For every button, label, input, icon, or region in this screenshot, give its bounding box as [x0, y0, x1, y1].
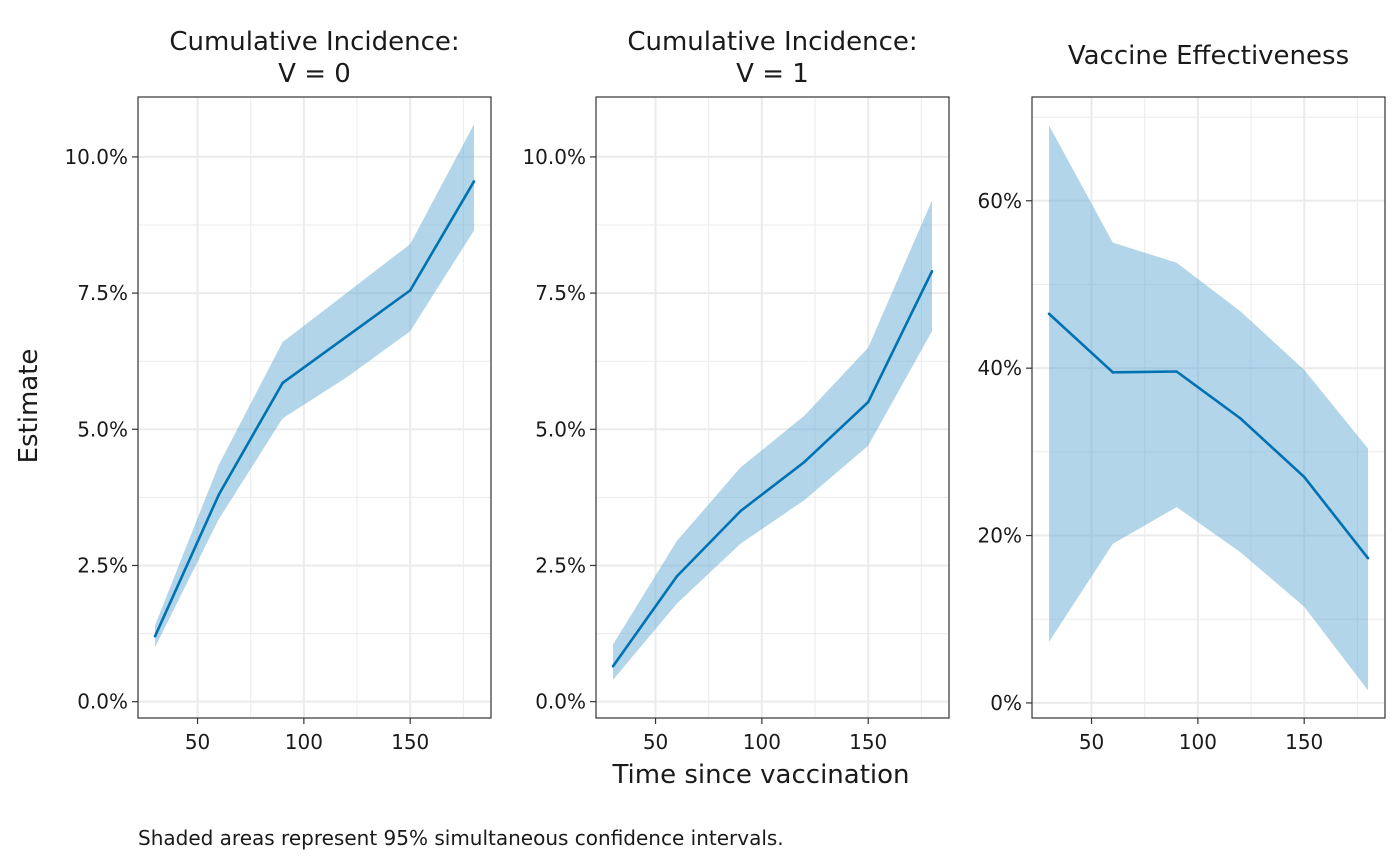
- y-tick-label: 10.0%: [64, 145, 128, 169]
- y-tick-label: 0.0%: [535, 690, 586, 714]
- estimate-point: [930, 270, 934, 273]
- y-tick-label: 2.5%: [77, 553, 128, 577]
- y-tick-label: 5.0%: [77, 417, 128, 441]
- estimate-point: [1302, 475, 1306, 479]
- estimate-line: [1048, 312, 1370, 559]
- estimate-point: [345, 335, 348, 338]
- chart-caption: Shaded areas represent 95% simultaneous …: [138, 826, 784, 850]
- y-tick-label: 5.0%: [535, 417, 586, 441]
- estimate-line: [153, 180, 476, 637]
- y-tick-label: 7.5%: [77, 281, 128, 305]
- estimate-line: [611, 270, 934, 668]
- chart-panel-1: Cumulative Incidence:V = 0 0.0% 2.5% 5.0% 7.…: [64, 27, 492, 754]
- estimate-point: [1047, 312, 1051, 316]
- panel-border: [137, 96, 492, 719]
- y-tick-label: 60%: [978, 189, 1022, 213]
- y-tick-label: 10.0%: [522, 145, 586, 169]
- panel-title-line: Cumulative Incidence:: [627, 27, 917, 57]
- panel-background: [138, 97, 491, 718]
- estimate-point: [1111, 371, 1115, 374]
- x-tick-label: 50: [643, 730, 668, 754]
- x-tick-label: 100: [285, 730, 323, 754]
- y-tick-label: 40%: [978, 356, 1022, 380]
- estimate-point: [281, 381, 284, 385]
- estimate-point: [1175, 370, 1178, 373]
- estimate-point: [1239, 417, 1242, 420]
- estimate-point: [866, 400, 870, 404]
- y-axis-title: Estimate: [14, 349, 44, 464]
- estimate-point: [611, 664, 615, 668]
- panel-title-line: Cumulative Incidence:: [169, 27, 459, 57]
- x-tick-label: 150: [849, 730, 887, 754]
- chart-panel-3: Vaccine Effectiveness 0% 20% 40% 60% 50 100 150: [978, 41, 1386, 754]
- x-tick-label: 50: [185, 730, 210, 754]
- panel-border: [1031, 96, 1386, 719]
- panel-title-line: V = 1: [736, 59, 809, 89]
- x-tick-label: 150: [1285, 730, 1323, 754]
- panel-title-line: V = 0: [278, 59, 351, 89]
- estimate-point: [1366, 556, 1370, 560]
- estimate-point: [675, 575, 679, 578]
- estimate-point: [803, 460, 806, 464]
- chart-panel-2: Cumulative Incidence:V = 1 0.0% 2.5% 5.0% 7.…: [522, 27, 950, 754]
- estimate-point: [472, 180, 476, 183]
- estimate-point: [739, 509, 742, 513]
- x-tick-label: 100: [743, 730, 781, 754]
- x-axis-title: Time since vaccination: [611, 760, 909, 790]
- y-tick-label: 20%: [978, 524, 1022, 548]
- x-tick-label: 150: [391, 730, 429, 754]
- estimate-point: [408, 289, 412, 292]
- panel-title-line: Vaccine Effectiveness: [1068, 41, 1349, 71]
- confidence-band: [155, 124, 474, 648]
- y-tick-label: 0.0%: [77, 690, 128, 714]
- x-tick-label: 100: [1179, 730, 1217, 754]
- x-tick-label: 50: [1079, 730, 1104, 754]
- estimate-point: [153, 634, 157, 638]
- panel-border: [595, 96, 950, 719]
- y-tick-label: 0%: [990, 691, 1022, 715]
- y-tick-label: 2.5%: [535, 553, 586, 577]
- chart-panels: Cumulative Incidence:V = 00.0%2.5%5.0%7.…: [64, 27, 1386, 754]
- estimate-point: [217, 493, 221, 496]
- y-tick-label: 7.5%: [535, 281, 586, 305]
- confidence-band: [1049, 125, 1368, 691]
